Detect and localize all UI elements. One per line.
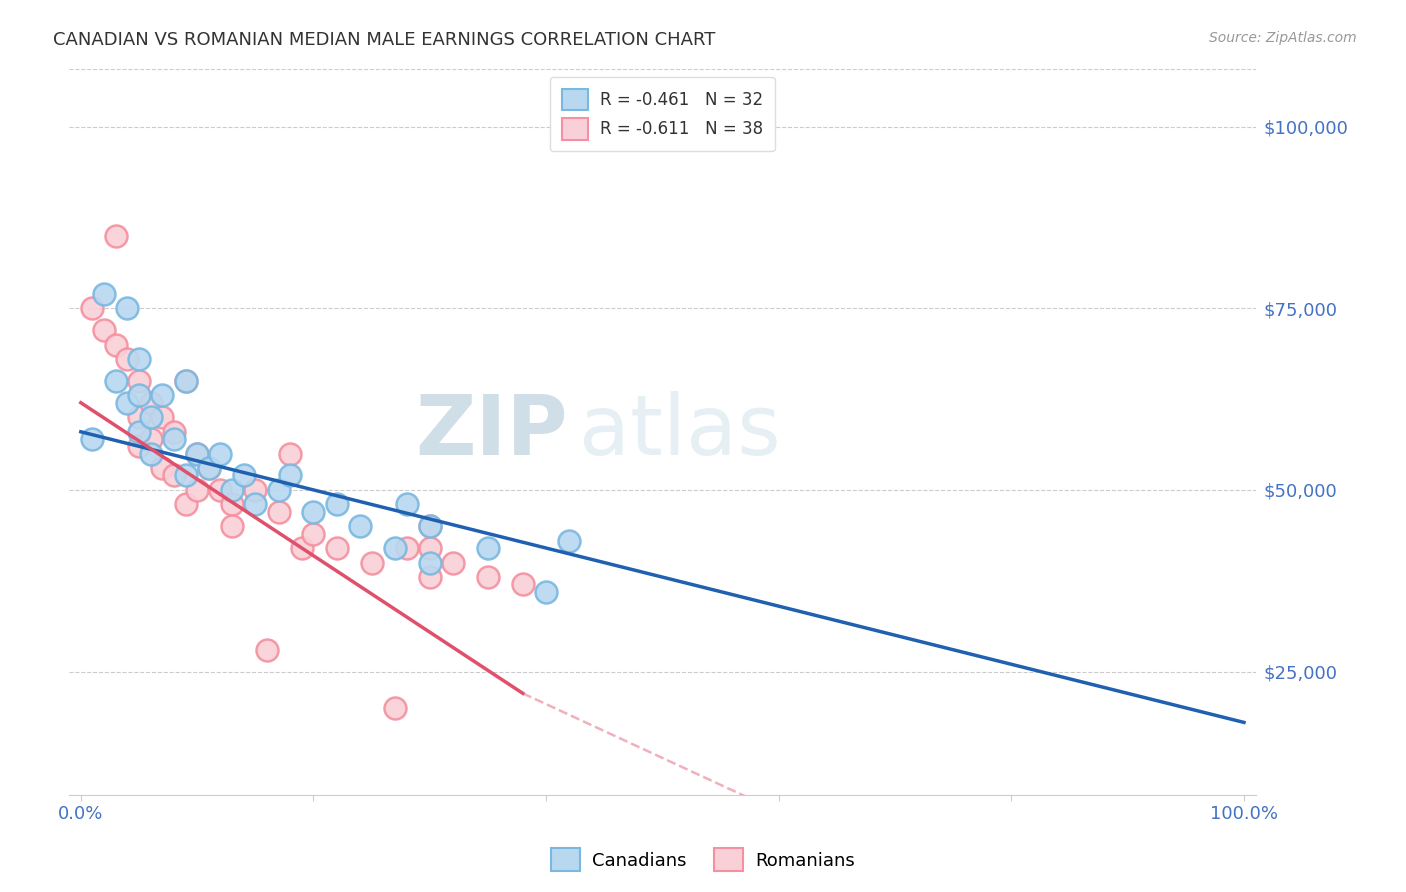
Point <box>117 395 139 409</box>
Point <box>139 410 162 425</box>
Point <box>163 425 186 439</box>
Point <box>419 519 441 533</box>
Point <box>209 447 232 461</box>
Point <box>232 468 254 483</box>
Point <box>278 468 301 483</box>
Point <box>174 374 197 388</box>
Point <box>117 352 139 367</box>
Point <box>267 483 290 497</box>
Point <box>534 584 557 599</box>
Point <box>245 498 267 512</box>
Point <box>150 461 173 475</box>
Point <box>186 447 208 461</box>
Point <box>82 301 104 316</box>
Point <box>117 301 139 316</box>
Point <box>139 395 162 409</box>
Point <box>174 498 197 512</box>
Point <box>174 468 197 483</box>
Point <box>104 337 127 351</box>
Point <box>384 541 406 555</box>
Point <box>186 447 208 461</box>
Point <box>256 642 278 657</box>
Point <box>128 410 150 425</box>
Point <box>419 570 441 584</box>
Point <box>302 526 325 541</box>
Point <box>163 432 186 446</box>
Point <box>197 461 219 475</box>
Point <box>82 432 104 446</box>
Point <box>384 701 406 715</box>
Point <box>325 498 347 512</box>
Point <box>419 556 441 570</box>
Point <box>128 374 150 388</box>
Point <box>267 505 290 519</box>
Point <box>245 483 267 497</box>
Legend: Canadians, Romanians: Canadians, Romanians <box>544 841 862 879</box>
Point <box>302 505 325 519</box>
Point <box>477 541 499 555</box>
Point <box>163 468 186 483</box>
Point <box>221 498 243 512</box>
Point <box>197 461 219 475</box>
Text: ZIP: ZIP <box>415 392 568 472</box>
Text: atlas: atlas <box>579 392 782 472</box>
Text: Source: ZipAtlas.com: Source: ZipAtlas.com <box>1209 31 1357 45</box>
Point <box>477 570 499 584</box>
Point <box>93 286 115 301</box>
Point <box>209 483 232 497</box>
Legend: R = -0.461   N = 32, R = -0.611   N = 38: R = -0.461 N = 32, R = -0.611 N = 38 <box>550 77 775 152</box>
Point <box>395 541 418 555</box>
Point <box>360 556 382 570</box>
Point <box>291 541 314 555</box>
Point <box>128 352 150 367</box>
Point <box>419 519 441 533</box>
Point <box>441 556 464 570</box>
Point <box>395 498 418 512</box>
Point <box>349 519 371 533</box>
Point <box>139 432 162 446</box>
Point <box>128 388 150 402</box>
Point <box>558 533 581 548</box>
Point <box>150 388 173 402</box>
Point <box>104 374 127 388</box>
Point <box>512 577 534 591</box>
Point <box>419 541 441 555</box>
Point <box>221 519 243 533</box>
Point <box>278 447 301 461</box>
Text: CANADIAN VS ROMANIAN MEDIAN MALE EARNINGS CORRELATION CHART: CANADIAN VS ROMANIAN MEDIAN MALE EARNING… <box>53 31 716 49</box>
Point <box>104 228 127 243</box>
Point <box>139 447 162 461</box>
Point <box>93 323 115 337</box>
Point <box>128 425 150 439</box>
Point <box>186 483 208 497</box>
Point <box>221 483 243 497</box>
Point <box>128 439 150 453</box>
Point <box>174 374 197 388</box>
Point <box>150 410 173 425</box>
Point <box>325 541 347 555</box>
